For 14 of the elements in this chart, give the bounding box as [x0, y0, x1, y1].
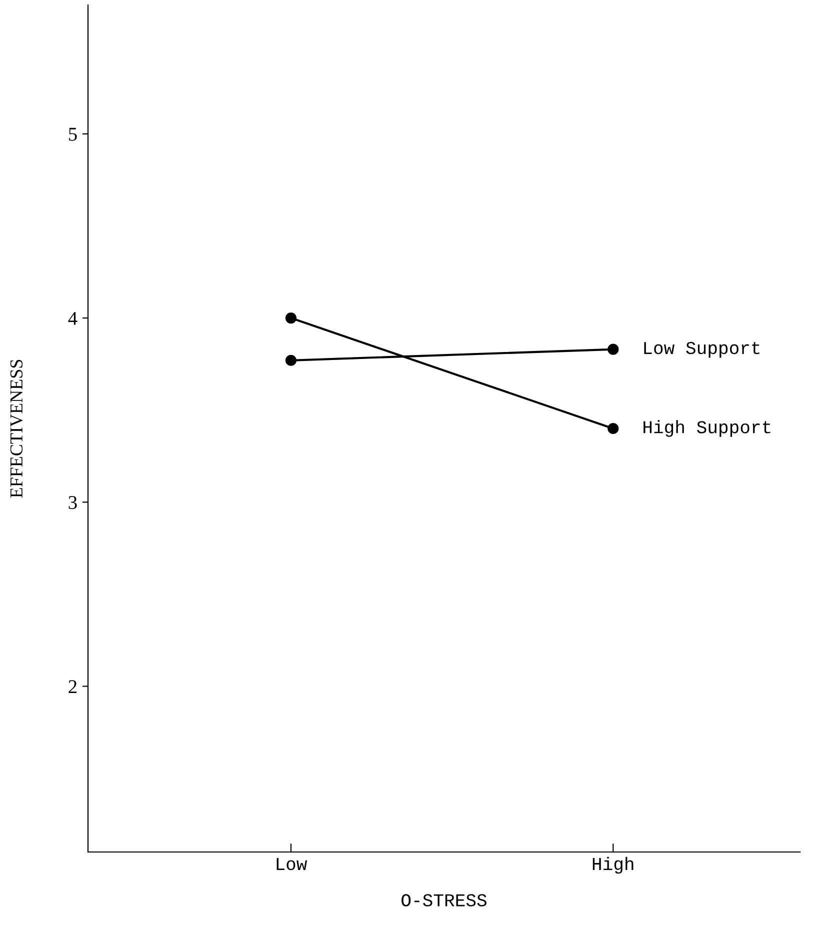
y-tick-label: 4: [68, 312, 78, 325]
point: [285, 354, 297, 366]
point: [285, 312, 297, 324]
series-label: High Support: [644, 420, 770, 437]
x-axis-title: O-STRESS: [402, 894, 486, 906]
point: [608, 422, 619, 434]
y-tick-label: 5: [68, 128, 77, 141]
series-label: Low Support: [644, 342, 760, 358]
y-tick-label: 2: [68, 680, 77, 694]
y-tick-label: 3: [68, 496, 77, 510]
x-tick-label: Low: [276, 858, 308, 870]
point: [608, 344, 619, 355]
y-axis-title: EFFECTIVENESS: [10, 360, 23, 498]
x-tick-label: High: [592, 856, 634, 874]
